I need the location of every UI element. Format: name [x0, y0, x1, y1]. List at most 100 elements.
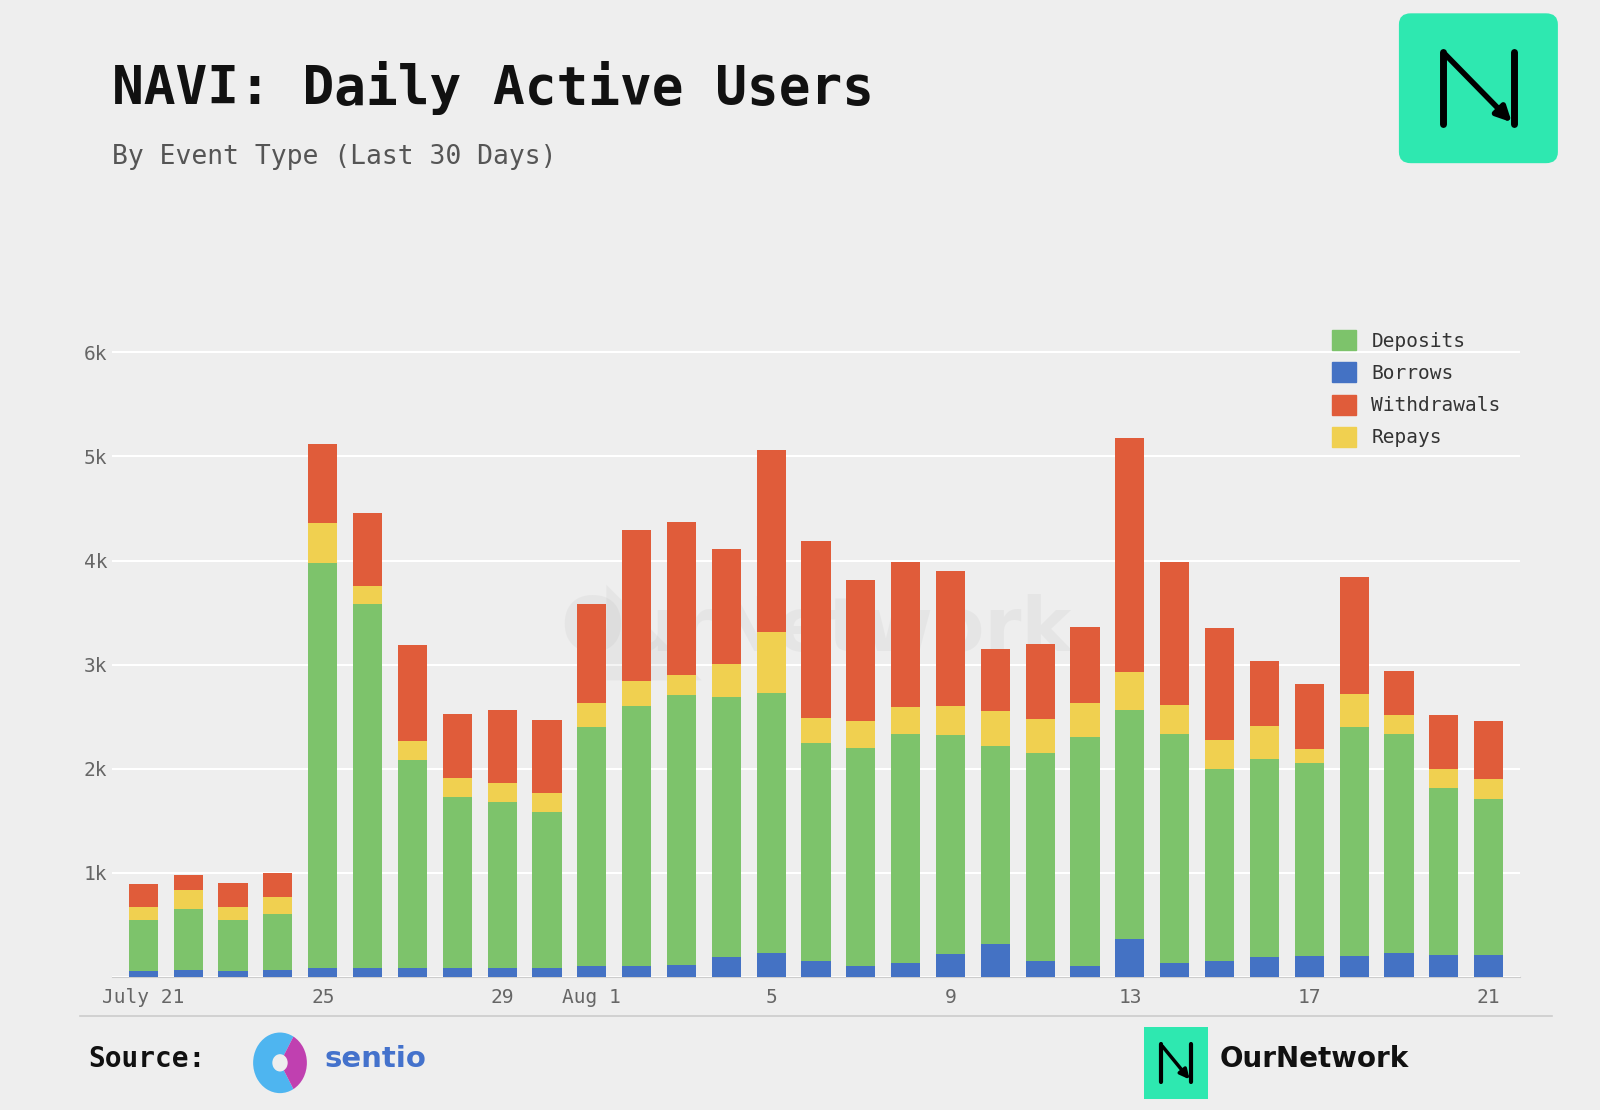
- Bar: [1384, 952, 1413, 977]
- Bar: [398, 740, 427, 760]
- Bar: [1205, 739, 1234, 768]
- Bar: [981, 746, 1010, 944]
- Bar: [1429, 768, 1458, 788]
- Bar: [1115, 672, 1144, 710]
- Bar: [1250, 957, 1278, 977]
- Text: Source:: Source:: [88, 1045, 205, 1073]
- Bar: [578, 967, 606, 977]
- Bar: [1026, 644, 1054, 719]
- Bar: [1205, 768, 1234, 961]
- Bar: [1294, 956, 1323, 977]
- Bar: [802, 541, 830, 718]
- Bar: [533, 813, 562, 968]
- Bar: [533, 968, 562, 977]
- Bar: [354, 604, 382, 968]
- Bar: [309, 523, 338, 563]
- FancyBboxPatch shape: [1142, 1025, 1210, 1101]
- Bar: [354, 968, 382, 977]
- Bar: [981, 944, 1010, 977]
- Bar: [174, 909, 203, 969]
- Bar: [1339, 727, 1368, 956]
- Bar: [891, 562, 920, 707]
- Bar: [936, 953, 965, 977]
- Bar: [578, 727, 606, 967]
- Bar: [488, 801, 517, 968]
- Bar: [1070, 627, 1099, 703]
- Wedge shape: [253, 1032, 293, 1093]
- Bar: [443, 797, 472, 968]
- Bar: [354, 586, 382, 604]
- Bar: [846, 581, 875, 720]
- Bar: [1250, 662, 1278, 726]
- Bar: [1429, 788, 1458, 955]
- Bar: [174, 875, 203, 890]
- Bar: [1026, 753, 1054, 961]
- Bar: [533, 793, 562, 813]
- Bar: [981, 649, 1010, 712]
- Bar: [1294, 764, 1323, 956]
- Bar: [264, 915, 293, 969]
- Bar: [488, 710, 517, 784]
- Bar: [712, 664, 741, 697]
- Text: OurNetwork: OurNetwork: [1219, 1045, 1408, 1073]
- Bar: [622, 531, 651, 682]
- Bar: [846, 748, 875, 967]
- Bar: [488, 968, 517, 977]
- Bar: [354, 513, 382, 586]
- Bar: [219, 907, 248, 919]
- Bar: [443, 714, 472, 778]
- Bar: [398, 645, 427, 740]
- Bar: [936, 735, 965, 953]
- Bar: [130, 907, 158, 919]
- Text: sentio: sentio: [325, 1045, 427, 1073]
- Bar: [622, 682, 651, 706]
- FancyBboxPatch shape: [1398, 13, 1558, 163]
- Bar: [891, 963, 920, 977]
- Bar: [264, 897, 293, 915]
- Bar: [1205, 961, 1234, 977]
- Bar: [1339, 577, 1368, 694]
- Bar: [1070, 703, 1099, 737]
- Text: NAVI: Daily Active Users: NAVI: Daily Active Users: [112, 61, 874, 115]
- Bar: [174, 890, 203, 909]
- Bar: [398, 760, 427, 968]
- Bar: [219, 919, 248, 970]
- Bar: [130, 970, 158, 977]
- Bar: [443, 968, 472, 977]
- Bar: [309, 563, 338, 968]
- Bar: [1115, 437, 1144, 672]
- Bar: [130, 885, 158, 907]
- Bar: [622, 967, 651, 977]
- Bar: [667, 966, 696, 977]
- Bar: [219, 970, 248, 977]
- Bar: [1160, 735, 1189, 963]
- Legend: Deposits, Borrows, Withdrawals, Repays: Deposits, Borrows, Withdrawals, Repays: [1323, 321, 1510, 457]
- Bar: [846, 967, 875, 977]
- Bar: [219, 884, 248, 907]
- Bar: [802, 743, 830, 961]
- Bar: [309, 968, 338, 977]
- Bar: [1474, 799, 1502, 955]
- Bar: [1115, 939, 1144, 977]
- Bar: [846, 720, 875, 748]
- Bar: [622, 706, 651, 967]
- Bar: [309, 444, 338, 523]
- Bar: [757, 451, 786, 633]
- Text: ◣: ◣: [606, 569, 702, 692]
- Bar: [802, 961, 830, 977]
- Bar: [1384, 735, 1413, 952]
- Bar: [398, 968, 427, 977]
- Bar: [1474, 779, 1502, 799]
- Bar: [1205, 628, 1234, 739]
- Bar: [667, 695, 696, 966]
- Bar: [1429, 955, 1458, 977]
- Bar: [1250, 726, 1278, 759]
- Text: OurNetwork: OurNetwork: [560, 594, 1072, 667]
- Bar: [1294, 749, 1323, 764]
- Bar: [1026, 719, 1054, 753]
- Bar: [1384, 670, 1413, 715]
- Bar: [578, 604, 606, 703]
- Bar: [891, 707, 920, 735]
- Bar: [1160, 705, 1189, 735]
- Bar: [174, 969, 203, 977]
